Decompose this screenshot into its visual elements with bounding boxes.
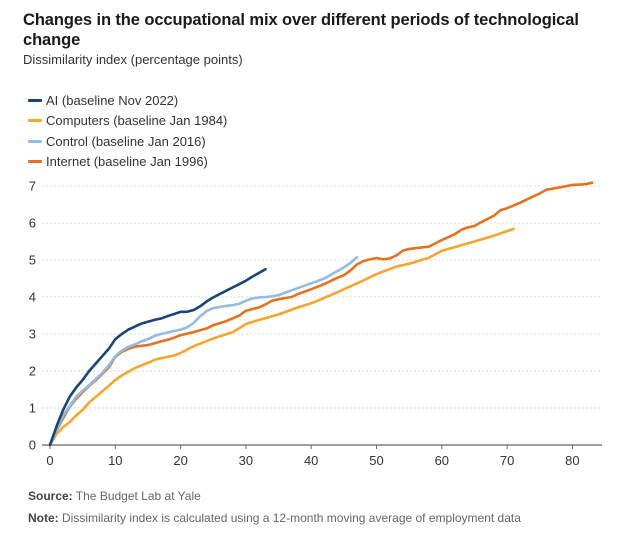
x-tick-label: 80 bbox=[565, 453, 579, 468]
x-tick-label: 0 bbox=[46, 453, 53, 468]
y-tick-label: 2 bbox=[29, 364, 36, 379]
x-tick-label: 10 bbox=[108, 453, 122, 468]
y-tick-label: 4 bbox=[29, 290, 36, 305]
series-line-internet bbox=[48, 181, 594, 447]
series-lines bbox=[48, 181, 594, 447]
legend: AI (baseline Nov 2022) Computers (baseli… bbox=[28, 90, 227, 172]
x-tick-label: 70 bbox=[500, 453, 514, 468]
legend-item-control: Control (baseline Jan 2016) bbox=[28, 131, 227, 152]
series-line-ai bbox=[48, 268, 267, 447]
y-tick-label: 3 bbox=[29, 327, 36, 342]
x-tick-label: 40 bbox=[304, 453, 318, 468]
x-tick-label: 60 bbox=[435, 453, 449, 468]
source-text: The Budget Lab at Yale bbox=[72, 489, 201, 503]
legend-swatch-ai bbox=[28, 98, 42, 102]
legend-item-ai: AI (baseline Nov 2022) bbox=[28, 90, 227, 111]
note-label: Note: bbox=[28, 511, 59, 525]
series-line-computers bbox=[48, 227, 515, 447]
y-tick-label: 5 bbox=[29, 253, 36, 268]
y-tick-label: 6 bbox=[29, 216, 36, 231]
y-tick-label: 1 bbox=[29, 401, 36, 416]
x-tick-label: 30 bbox=[239, 453, 253, 468]
x-tick-label: 50 bbox=[369, 453, 383, 468]
x-tick-label: 20 bbox=[173, 453, 187, 468]
y-axis: 0 1 2 3 4 5 6 7 bbox=[29, 179, 36, 453]
legend-label-computers: Computers (baseline Jan 1984) bbox=[46, 113, 228, 129]
source-label: Source: bbox=[28, 489, 73, 503]
legend-label-internet: Internet (baseline Jan 1996) bbox=[46, 154, 208, 170]
legend-item-internet: Internet (baseline Jan 1996) bbox=[28, 152, 227, 173]
note-text: Dissimilarity index is calculated using … bbox=[58, 511, 521, 525]
series-line-control bbox=[48, 256, 359, 447]
legend-label-control: Control (baseline Jan 2016) bbox=[46, 133, 206, 149]
methodology-note: Note: Dissimilarity index is calculated … bbox=[28, 511, 521, 525]
chart-title: Changes in the occupational mix over dif… bbox=[23, 11, 579, 49]
y-tick-label: 0 bbox=[29, 438, 36, 453]
source-note: Source: The Budget Lab at Yale bbox=[28, 489, 201, 503]
legend-label-ai: AI (baseline Nov 2022) bbox=[46, 92, 179, 108]
legend-swatch-internet bbox=[28, 160, 42, 164]
chart-subtitle: Dissimilarity index (percentage points) bbox=[23, 52, 243, 67]
legend-swatch-control bbox=[28, 139, 42, 143]
y-tick-label: 7 bbox=[29, 179, 36, 194]
gridlines bbox=[42, 185, 602, 409]
x-axis: 0 10 20 30 40 50 60 70 80 bbox=[42, 444, 602, 468]
legend-item-computers: Computers (baseline Jan 1984) bbox=[28, 111, 227, 132]
legend-swatch-computers bbox=[28, 119, 42, 123]
